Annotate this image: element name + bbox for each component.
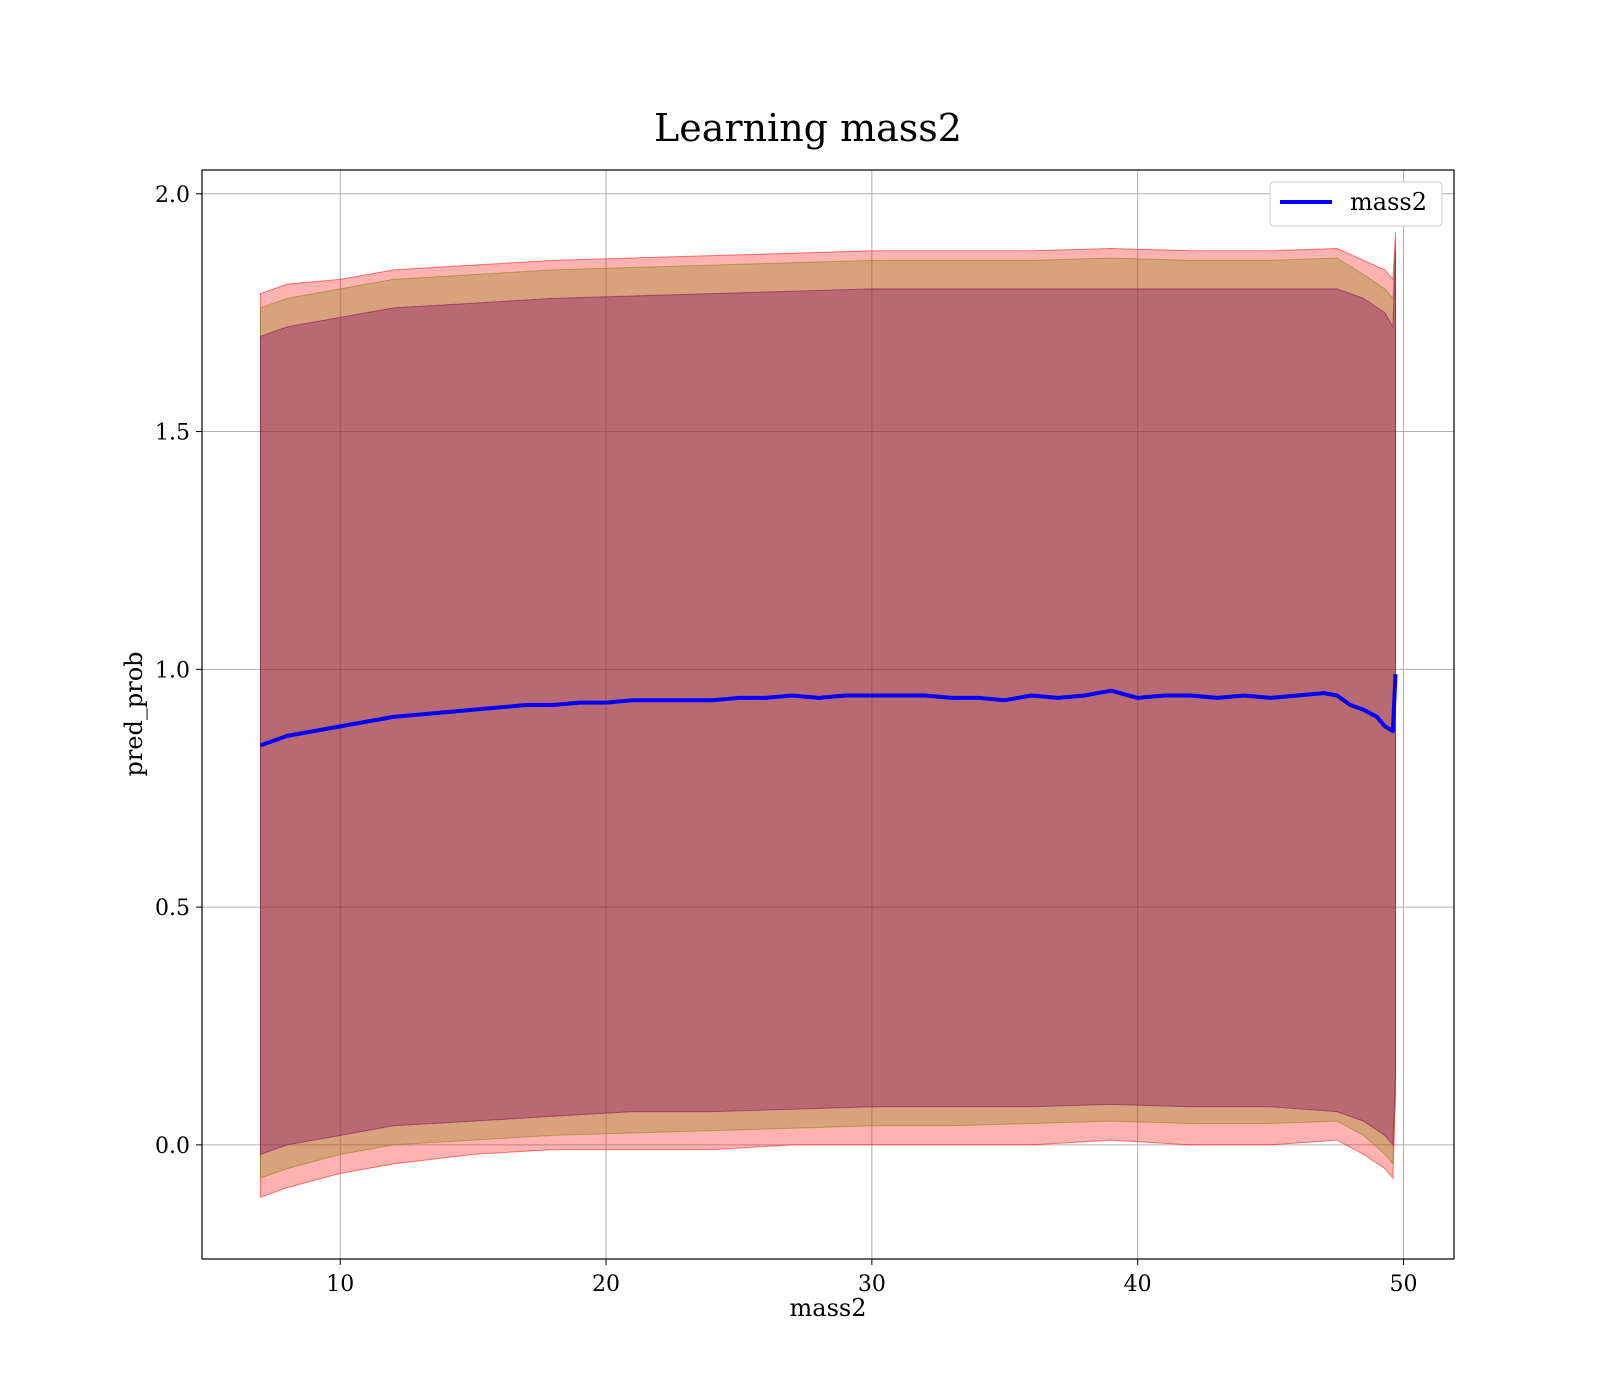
series-line-mass2 [259, 674, 1398, 748]
plot-frame [201, 169, 1455, 1260]
x-tick-label-2: 30 [858, 1272, 886, 1297]
x-tick-label-3: 40 [1124, 1272, 1152, 1297]
y-tick-label-4: 2.0 [155, 183, 190, 208]
x-tick-label-0: 10 [326, 1272, 354, 1297]
y-axis-label: pred_prob [120, 651, 148, 776]
bands [260, 231, 1396, 1198]
y-tick-label-3: 1.5 [155, 421, 190, 446]
x-ticks: 10 20 30 40 50 [326, 1259, 1417, 1297]
series [259, 674, 1398, 748]
legend-box [1269, 181, 1443, 227]
y-tick-label-2: 1.0 [155, 658, 190, 683]
legend-label: mass2 [1350, 188, 1427, 216]
x-tick-label-4: 50 [1389, 1272, 1417, 1297]
y-ticks: 0.0 0.5 1.0 1.5 2.0 [155, 183, 202, 1159]
x-axis-label: mass2 [790, 1294, 867, 1322]
band-middle [260, 241, 1396, 1179]
band-inner [260, 250, 1396, 1156]
x-tick-label-1: 20 [592, 1272, 620, 1297]
y-tick-label-1: 0.5 [155, 896, 190, 921]
legend: mass2 [1269, 181, 1443, 227]
chart-title: Learning mass2 [654, 106, 962, 150]
y-tick-label-0: 0.0 [155, 1134, 190, 1159]
